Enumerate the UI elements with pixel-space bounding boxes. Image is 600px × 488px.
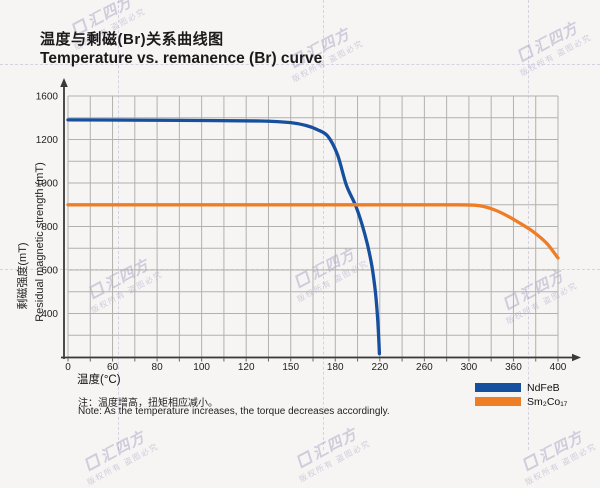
y-axis-label-en: Residual magnetic strength (mT) <box>34 162 46 322</box>
legend: NdFeB Sm₂Co₁₇ <box>475 381 567 409</box>
watermark-logo-icon <box>522 452 539 472</box>
x-tick-label: 260 <box>416 362 433 373</box>
x-tick-label: 360 <box>505 362 522 373</box>
tick-labels: 0 60 80 100 120 150 180 220 260 300 360 400 1600 1200… <box>36 92 567 374</box>
x-axis-label: 温度(°C) <box>77 374 121 386</box>
grid-lines <box>67 95 559 358</box>
legend-item-ndfeb: NdFeB <box>475 381 567 394</box>
curve-NdFeB <box>66 118 382 356</box>
y-tick-label: 1600 <box>36 92 59 103</box>
x-tick-label: 400 <box>550 362 567 373</box>
axes <box>60 78 581 362</box>
x-tick-label: 220 <box>371 362 388 373</box>
y-tick-label: 1200 <box>36 135 59 146</box>
y-axis-label-zh: 剩磁强度(mT) <box>17 242 29 310</box>
x-tick-label: 60 <box>107 362 119 373</box>
watermark-logo-icon <box>84 452 101 472</box>
y-tick-label: 800 <box>41 222 58 233</box>
x-tick-label: 300 <box>461 362 478 373</box>
x-tick-label: 100 <box>193 362 210 373</box>
x-tick-label: 80 <box>152 362 164 373</box>
legend-swatch-sm2co17 <box>475 397 521 406</box>
legend-label-sm2co17: Sm₂Co₁₇ <box>527 395 568 408</box>
note-en: Note: As the temperature increases, the … <box>78 406 390 417</box>
y-tick-label: 600 <box>41 266 58 277</box>
legend-label-ndfeb: NdFeB <box>527 381 560 394</box>
chart-title-zh: 温度与剩磁(Br)关系曲线图 <box>40 31 224 48</box>
x-tick-label: 120 <box>238 362 255 373</box>
temperature-remanence-chart: 0 60 80 100 120 150 180 220 260 300 360 400 1600 1200… <box>36 78 581 374</box>
curve-SmCo <box>66 203 560 260</box>
watermark-logo-icon <box>296 449 313 469</box>
chart-title-en: Temperature vs. remanence (Br) curve <box>40 50 323 67</box>
x-tick-label: 180 <box>327 362 344 373</box>
note-zh: 注：温度增高，扭矩相应减小。 <box>78 398 218 409</box>
legend-swatch-ndfeb <box>475 383 521 392</box>
y-tick-label: 400 <box>41 309 58 320</box>
curves <box>66 118 560 356</box>
x-tick-label: 150 <box>282 362 299 373</box>
legend-item-sm2co17: Sm₂Co₁₇ <box>475 395 567 408</box>
x-tick-label: 0 <box>65 362 71 373</box>
y-tick-label: 1000 <box>36 179 59 190</box>
